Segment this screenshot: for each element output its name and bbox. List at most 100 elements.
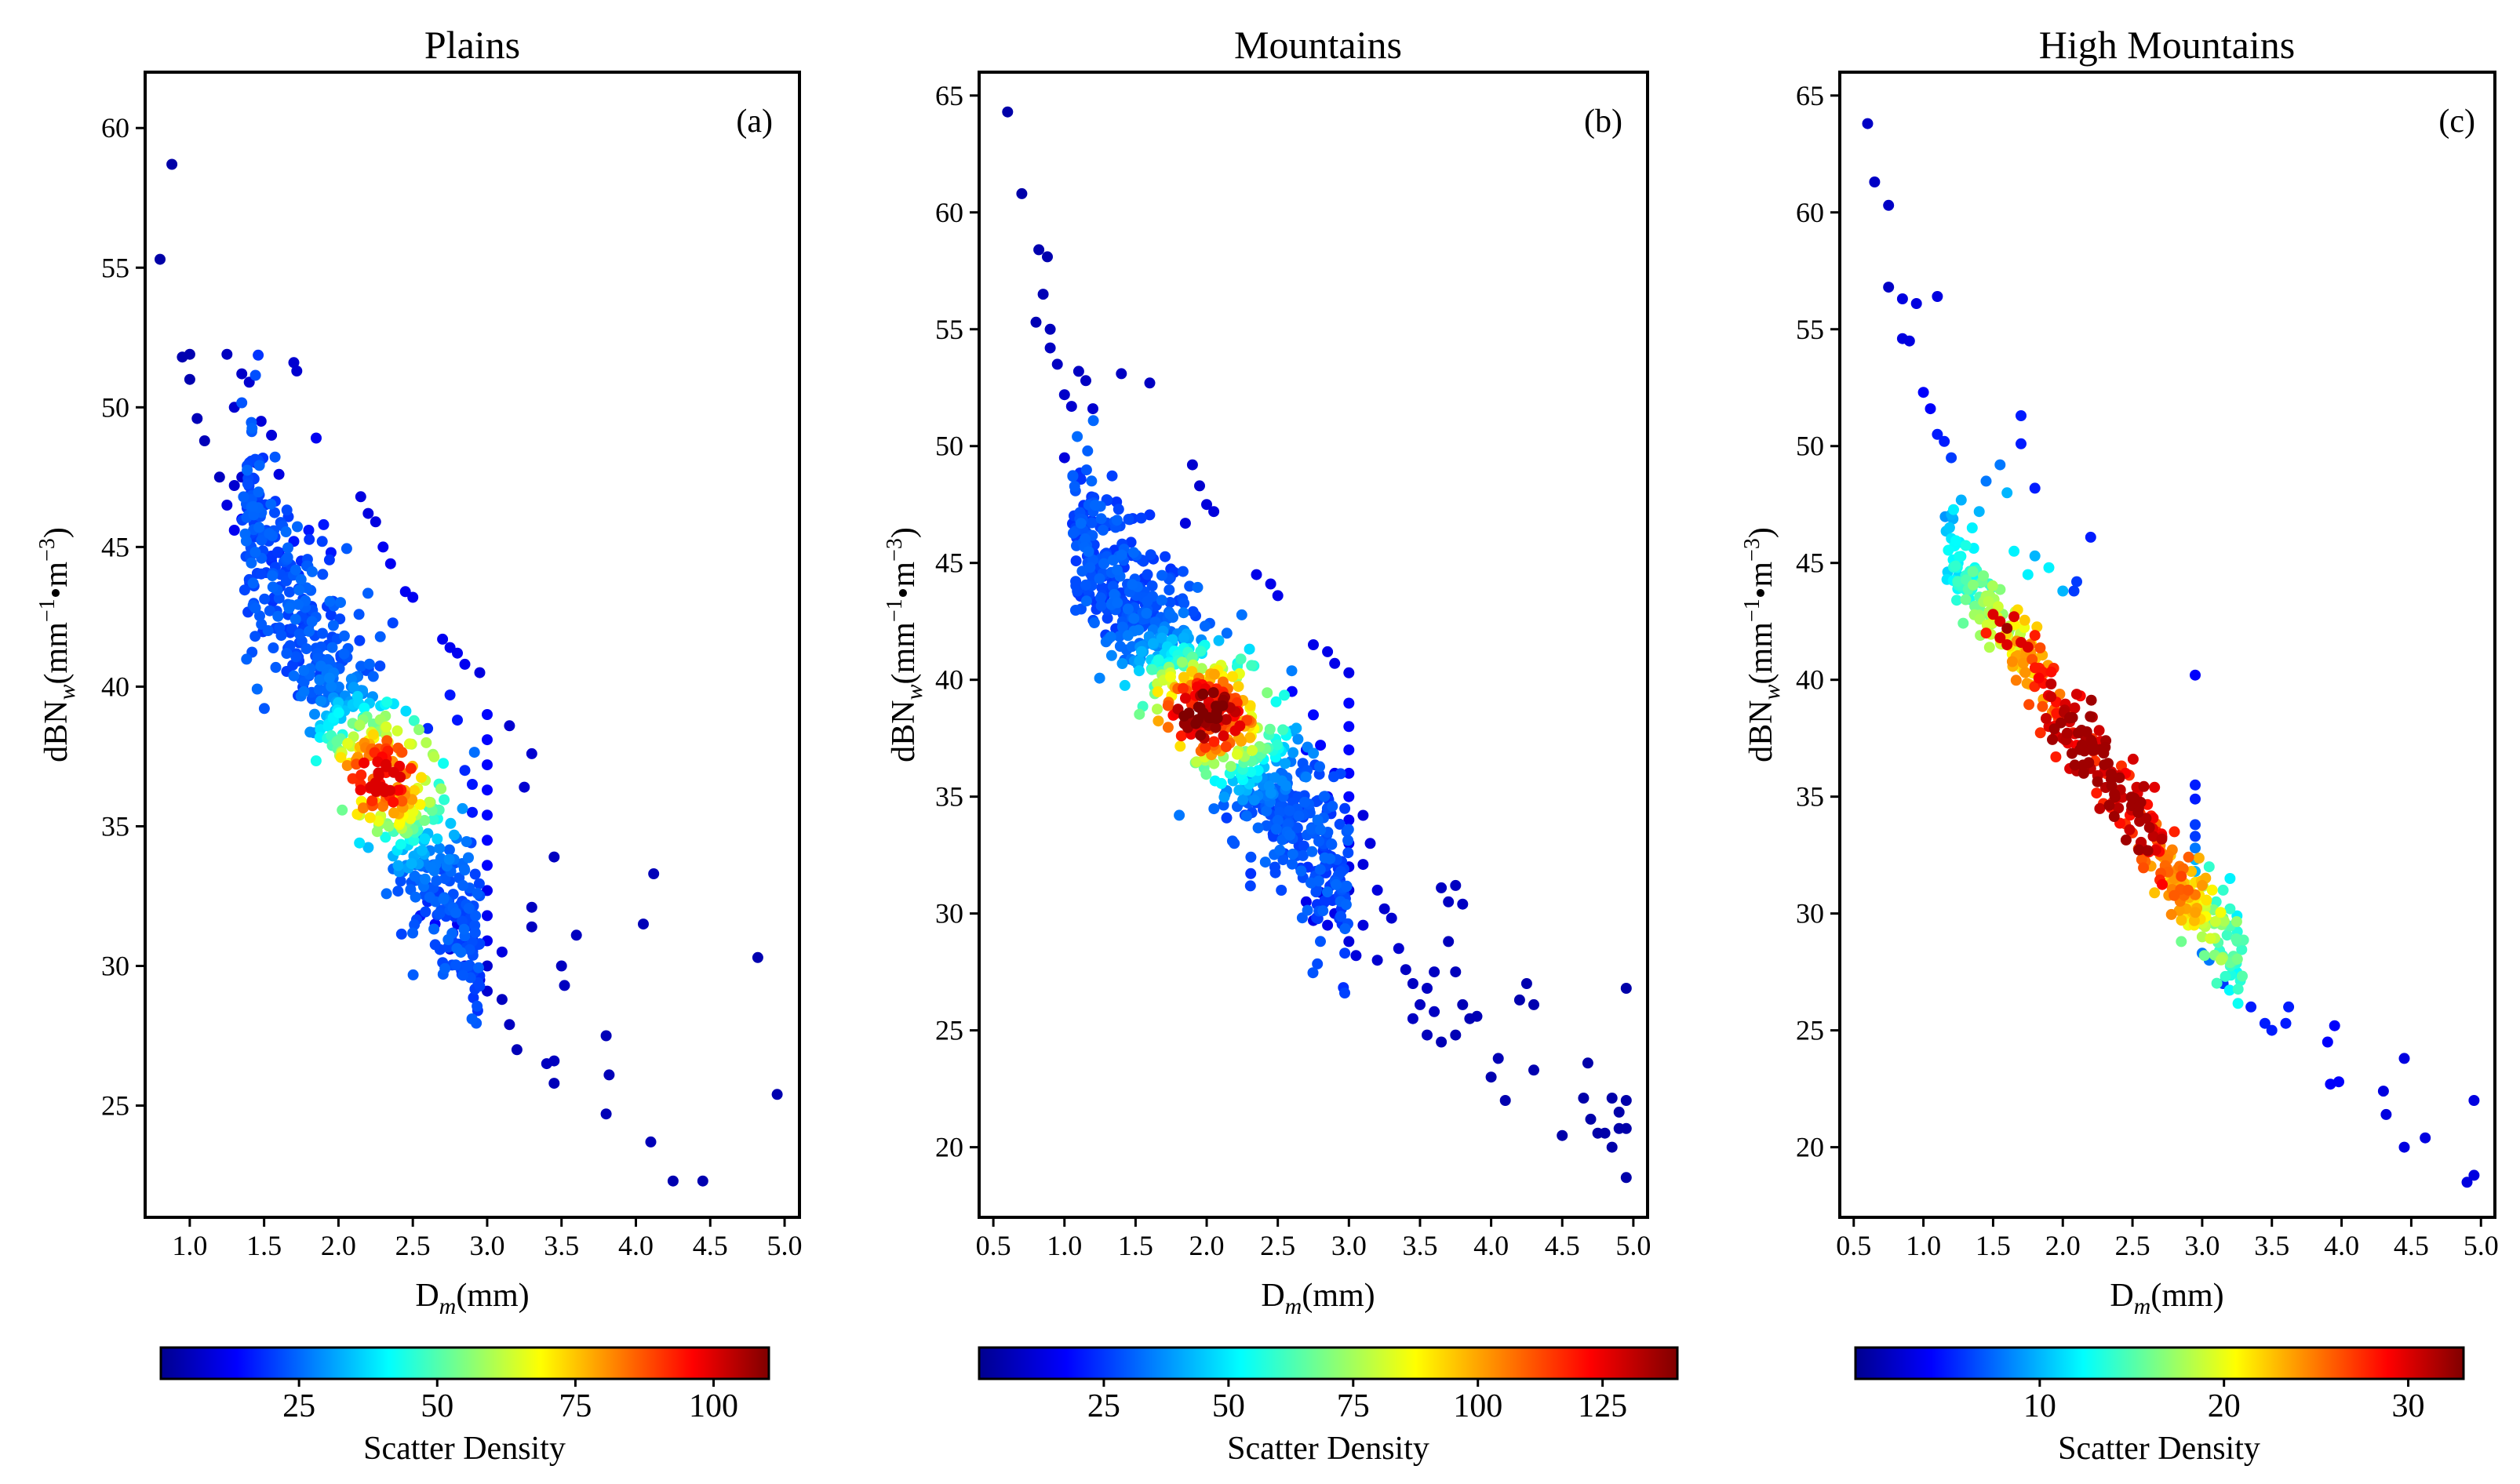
- scatter-point: [2029, 482, 2041, 494]
- scatter-point: [1317, 905, 1329, 917]
- scatter-point: [246, 557, 257, 569]
- scatter-point: [1200, 741, 1211, 753]
- scatter-point: [1334, 818, 1346, 830]
- scatter-point: [1112, 597, 1123, 609]
- scatter-point: [381, 697, 393, 708]
- scatter-point: [431, 875, 442, 886]
- scatter-point: [363, 658, 375, 670]
- scatter-point: [439, 962, 451, 974]
- scatter-point: [2176, 915, 2187, 926]
- scatter-point: [1987, 580, 1998, 591]
- panel-label: (c): [2438, 104, 2475, 140]
- y-tick-label: 50: [1796, 431, 1824, 462]
- scatter-point: [1952, 576, 1964, 587]
- scatter-point: [1291, 722, 1302, 734]
- scatter-point: [184, 373, 195, 385]
- scatter-point: [2068, 585, 2080, 597]
- y-tick-label: 20: [935, 1132, 963, 1163]
- scatter-point: [253, 349, 264, 361]
- scatter-point: [400, 705, 412, 717]
- scatter-point: [1297, 849, 1309, 861]
- scatter-point: [1082, 445, 1094, 456]
- scatter-point: [469, 868, 481, 880]
- scatter-point: [2094, 802, 2106, 814]
- x-tick-label: 1.5: [246, 1230, 282, 1261]
- scatter-point: [395, 928, 407, 940]
- y-label-exp2: −3: [883, 538, 907, 562]
- scatter-point: [1080, 533, 1091, 544]
- scatter-point: [1236, 735, 1247, 747]
- scatter-point: [2150, 844, 2161, 856]
- scatter-point: [351, 690, 363, 702]
- scatter-point: [324, 672, 335, 684]
- scatter-point: [1191, 756, 1203, 768]
- scatter-point: [407, 969, 419, 980]
- scatter-point: [282, 551, 293, 563]
- scatter-point: [1315, 824, 1327, 835]
- scatter-point: [2033, 672, 2045, 684]
- panel-high-mountains: High Mountains (c) 0.5 1.0 1.5 2.0 2.5 3.0 3.5…: [1740, 23, 2499, 1467]
- scatter-point: [1114, 641, 1126, 652]
- scatter-point: [1218, 791, 1230, 803]
- x-label-main: D: [2110, 1278, 2133, 1314]
- scatter-point: [1208, 736, 1220, 747]
- scatter-point: [1245, 867, 1257, 879]
- scatter-point: [1197, 688, 1209, 700]
- scatter-point: [2224, 903, 2236, 915]
- scatter-point: [395, 875, 406, 887]
- scatter-point: [1192, 581, 1204, 593]
- scatter-point: [1300, 896, 1312, 907]
- scatter-point: [1302, 904, 1313, 916]
- scatter-point: [2216, 954, 2227, 966]
- scatter-point: [645, 1136, 657, 1148]
- scatter-point: [461, 961, 473, 973]
- scatter-point: [1295, 865, 1307, 877]
- y-tick-label: 55: [935, 314, 963, 345]
- scatter-point: [273, 592, 285, 604]
- colorbar-tick-label: 20: [2208, 1388, 2241, 1424]
- scatter-point: [1194, 702, 1206, 714]
- scatter-point: [1620, 1095, 1632, 1106]
- scatter-point: [1165, 671, 1176, 682]
- scatter-point: [424, 892, 435, 903]
- scatter-point: [443, 853, 455, 865]
- scatter-point: [221, 500, 233, 511]
- scatter-point: [2045, 666, 2057, 678]
- scatter-point: [1244, 880, 1256, 892]
- scatter-point: [2133, 844, 2145, 856]
- scatter-point: [1095, 513, 1107, 525]
- scatter-point: [1378, 903, 1390, 915]
- scatter-point: [1080, 579, 1091, 591]
- scatter-point: [408, 835, 420, 846]
- scatter-point: [2206, 884, 2218, 896]
- scatter-point: [236, 368, 248, 380]
- scatter-point: [374, 660, 386, 672]
- scatter-point: [1313, 875, 1324, 887]
- scatter-point: [266, 429, 278, 441]
- scatter-point: [284, 586, 295, 598]
- scatter-point: [2127, 753, 2139, 765]
- x-tick-label: 4.0: [618, 1230, 654, 1261]
- scatter-point: [345, 673, 357, 685]
- scatter-point: [1343, 767, 1355, 779]
- scatter-point: [1234, 720, 1246, 732]
- scatter-point: [1343, 936, 1355, 948]
- scatter-point: [1175, 730, 1187, 742]
- scatter-point: [2468, 1169, 2480, 1181]
- scatter-point: [314, 674, 326, 686]
- scatter-point: [246, 423, 258, 435]
- scatter-point: [270, 661, 282, 673]
- scatter-point: [1044, 342, 1056, 354]
- scatter-point: [1343, 814, 1355, 826]
- scatter-point: [2045, 691, 2057, 703]
- scatter-point: [1116, 368, 1127, 380]
- scatter-point: [370, 516, 381, 528]
- colorbar-tick-label: 25: [282, 1388, 315, 1424]
- scatter-point: [1279, 689, 1290, 701]
- scatter-point: [1327, 800, 1338, 812]
- scatter-point: [1083, 546, 1094, 558]
- scatter-point: [191, 413, 203, 424]
- y-tick-label: 30: [935, 898, 963, 929]
- x-label-main: D: [1261, 1278, 1284, 1314]
- colorbar-ticks: 25 50 75 100: [282, 1379, 738, 1424]
